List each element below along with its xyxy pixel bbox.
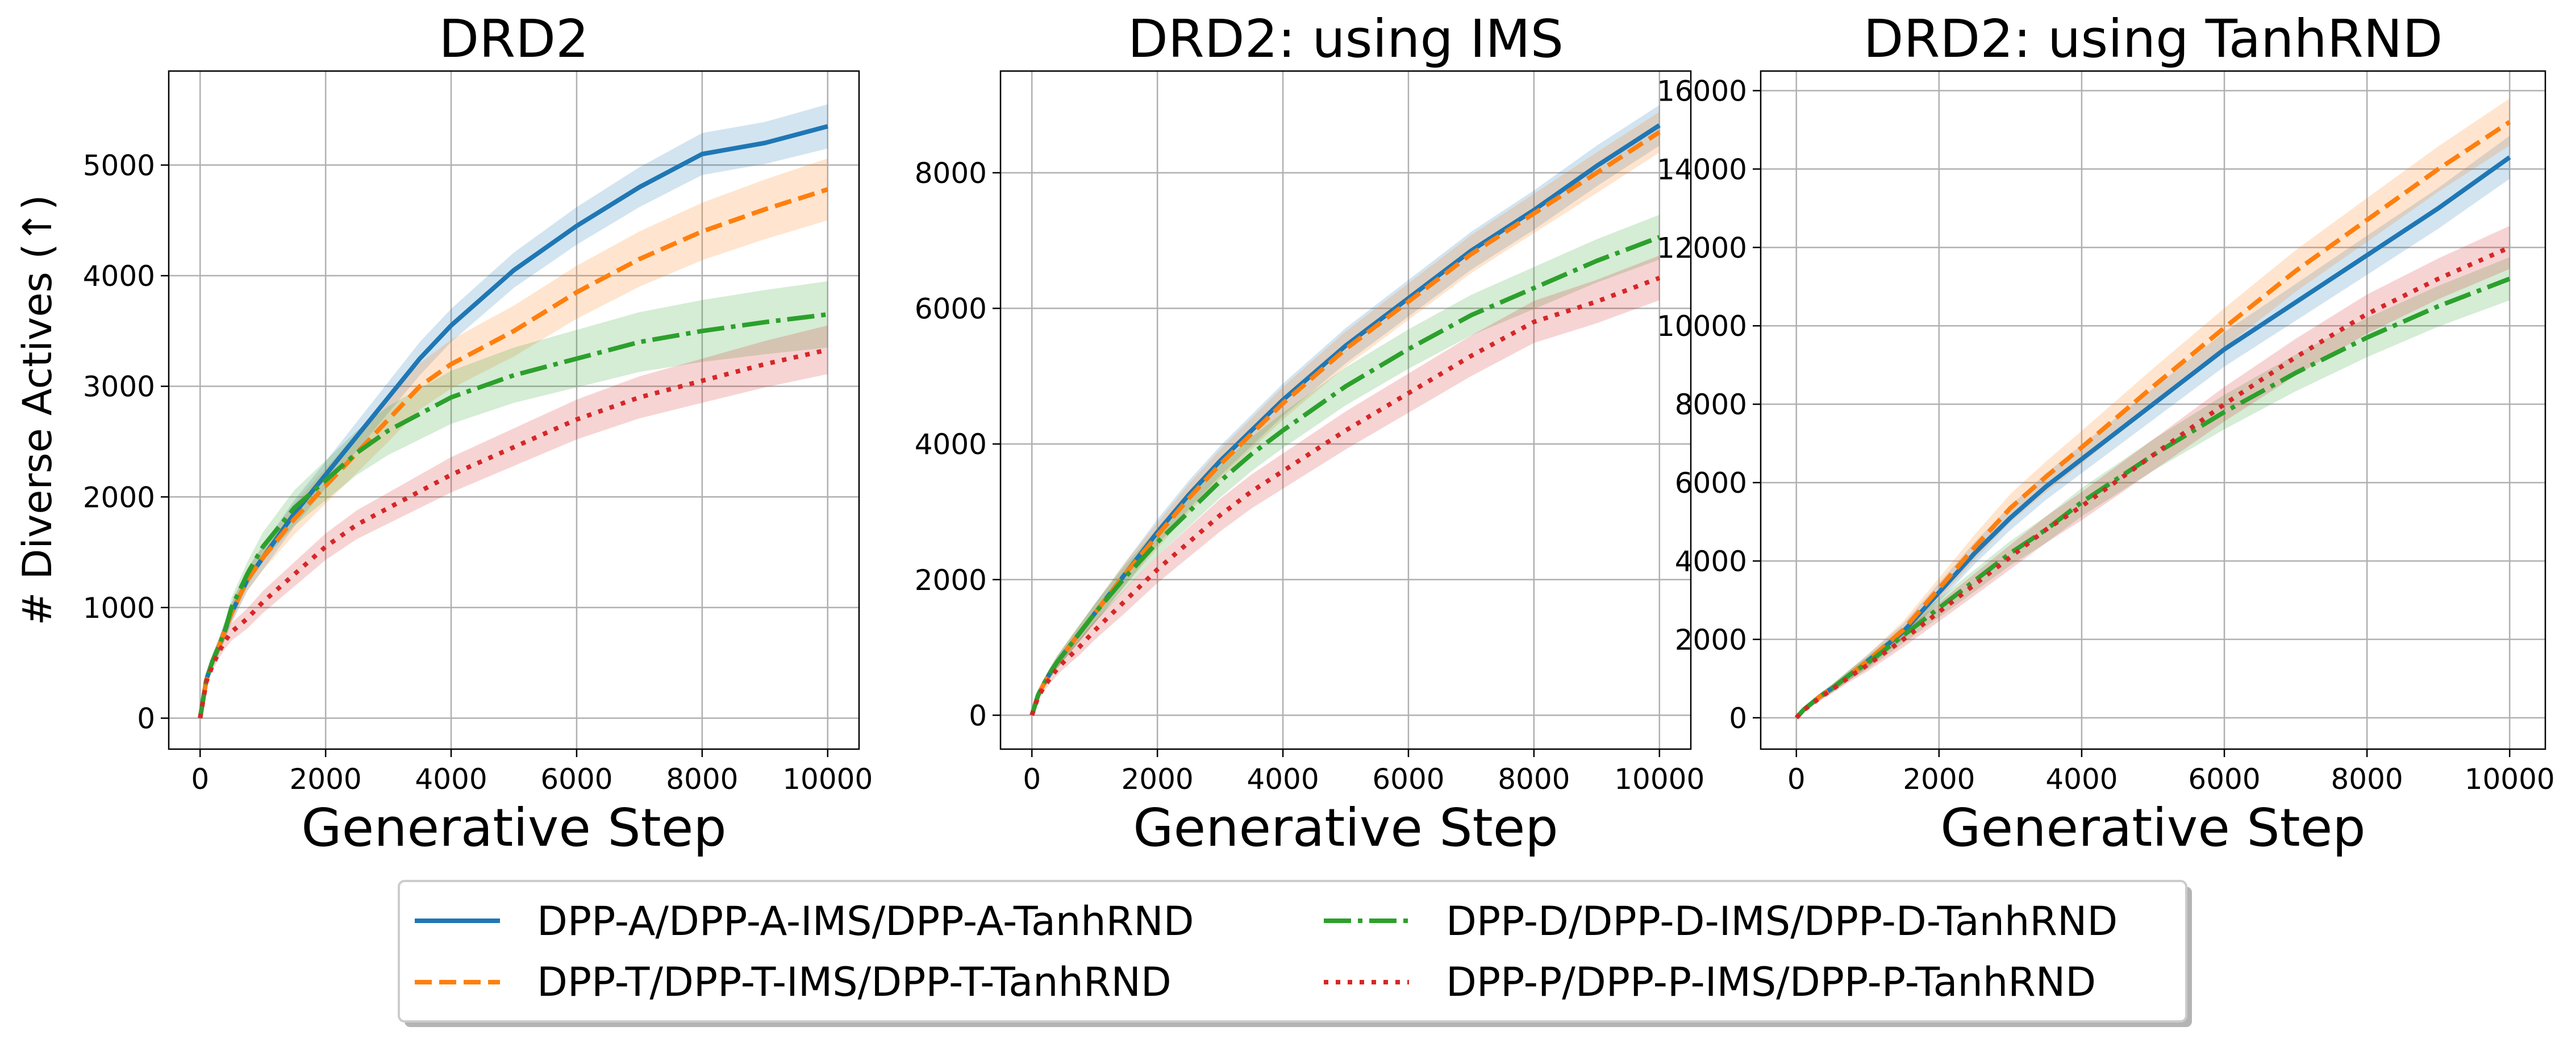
x-axis-label: Generative Step — [1940, 797, 2365, 858]
panel-title: DRD2 — [439, 9, 589, 69]
y-tick-label-4000: 4000 — [83, 260, 155, 293]
panel-2: 0 2000 4000 6000 8000 10000 0 2000 4000 6000 8000 D… — [915, 9, 1705, 858]
band-dpp-t — [1796, 98, 2510, 718]
series-line-dpp-d — [1794, 276, 2511, 720]
band-dpp-d — [1796, 257, 2510, 718]
band-dpp-p — [200, 325, 828, 718]
series-line-dpp-d — [198, 312, 828, 719]
x-tick-label-6000: 6000 — [540, 763, 612, 796]
x-tick-label-2000: 2000 — [1903, 763, 1975, 796]
x-tick-label-8000: 8000 — [1498, 763, 1570, 796]
panel-3: 0 2000 4000 6000 8000 10000 0 2000 4000 6000 8000 1… — [1657, 9, 2555, 858]
y-tick-label-1000: 1000 — [83, 592, 155, 625]
x-tick-label-10000: 10000 — [1614, 763, 1704, 796]
x-tick-label-0: 0 — [1023, 763, 1041, 796]
legend: DPP-A/DPP-A-IMS/DPP-A-TanhRND DPP-T/DPP-… — [398, 880, 2192, 1027]
x-tick-label-0: 0 — [1787, 763, 1806, 796]
y-tick-label-2000: 2000 — [1675, 624, 1747, 656]
x-tick-label-6000: 6000 — [1372, 763, 1444, 796]
y-tick-label-4000: 4000 — [1675, 545, 1747, 578]
x-tick-label-8000: 8000 — [666, 763, 738, 796]
x-axis-label: Generative Step — [301, 797, 726, 858]
x-axis-label: Generative Step — [1133, 797, 1558, 858]
band-dpp-t — [200, 158, 828, 718]
x-tick-label-4000: 4000 — [2045, 763, 2118, 796]
series-line-dpp-p — [1029, 276, 1661, 716]
band-dpp-d — [1032, 214, 1660, 716]
y-tick-label-8000: 8000 — [915, 157, 987, 190]
y-tick-label-14000: 14000 — [1657, 153, 1747, 186]
plot-frame — [168, 70, 860, 750]
legend-label-dpp-t: DPP-T/DPP-T-IMS/DPP-T-TanhRND — [537, 959, 1172, 1005]
chart-panels: 0 2000 4000 6000 8000 10000 0 1000 2000 3000 4000 5… — [14, 9, 2555, 858]
x-tick-label-2000: 2000 — [1122, 763, 1194, 796]
y-tick-label-8000: 8000 — [1675, 388, 1747, 421]
x-tick-label-10000: 10000 — [2465, 763, 2555, 796]
y-tick-label-0: 0 — [969, 699, 987, 732]
panel-1: 0 2000 4000 6000 8000 10000 0 1000 2000 3000 4000 5… — [14, 9, 873, 858]
y-tick-label-0: 0 — [1729, 702, 1747, 735]
x-tick-label-6000: 6000 — [2188, 763, 2260, 796]
plot-area — [169, 71, 859, 749]
y-tick-label-6000: 6000 — [1675, 467, 1747, 500]
legend-label-dpp-d: DPP-D/DPP-D-IMS/DPP-D-TanhRND — [1446, 898, 2118, 945]
y-tick-label-0: 0 — [137, 703, 155, 735]
series-line-dpp-d — [1029, 235, 1661, 716]
band-dpp-d — [200, 281, 828, 718]
x-tick-label-8000: 8000 — [2331, 763, 2403, 796]
x-tick-label-4000: 4000 — [415, 763, 487, 796]
y-tick-label-16000: 16000 — [1657, 74, 1747, 107]
y-tick-label-3000: 3000 — [83, 371, 155, 404]
y-tick-label-5000: 5000 — [83, 149, 155, 182]
band-dpp-p — [1032, 255, 1660, 716]
x-tick-label-0: 0 — [191, 763, 209, 796]
x-tick-label-2000: 2000 — [290, 763, 362, 796]
y-axis-label: # Diverse Actives (↑) — [14, 195, 61, 626]
x-tick-label-10000: 10000 — [782, 763, 873, 796]
y-tick-label-10000: 10000 — [1657, 310, 1747, 343]
legend-frame — [398, 880, 2187, 1023]
y-tick-label-4000: 4000 — [915, 428, 987, 461]
panel-title: DRD2: using TanhRND — [1864, 9, 2443, 69]
band-dpp-p — [1796, 226, 2510, 718]
y-tick-label-2000: 2000 — [915, 564, 987, 597]
plot-frame — [999, 70, 1692, 750]
series-line-dpp-t — [1794, 120, 2511, 720]
y-tick-label-12000: 12000 — [1657, 231, 1747, 264]
series-line-dpp-t — [198, 187, 829, 719]
panel-title: DRD2: using IMS — [1128, 9, 1564, 69]
x-tick-label-4000: 4000 — [1247, 763, 1319, 796]
plot-frame — [1760, 70, 2546, 750]
legend-label-dpp-p: DPP-P/DPP-P-IMS/DPP-P-TanhRND — [1446, 959, 2096, 1005]
y-tick-label-2000: 2000 — [83, 481, 155, 514]
y-tick-label-6000: 6000 — [915, 293, 987, 326]
series-line-dpp-p — [198, 347, 828, 719]
legend-label-dpp-a: DPP-A/DPP-A-IMS/DPP-A-TanhRND — [537, 898, 1194, 945]
